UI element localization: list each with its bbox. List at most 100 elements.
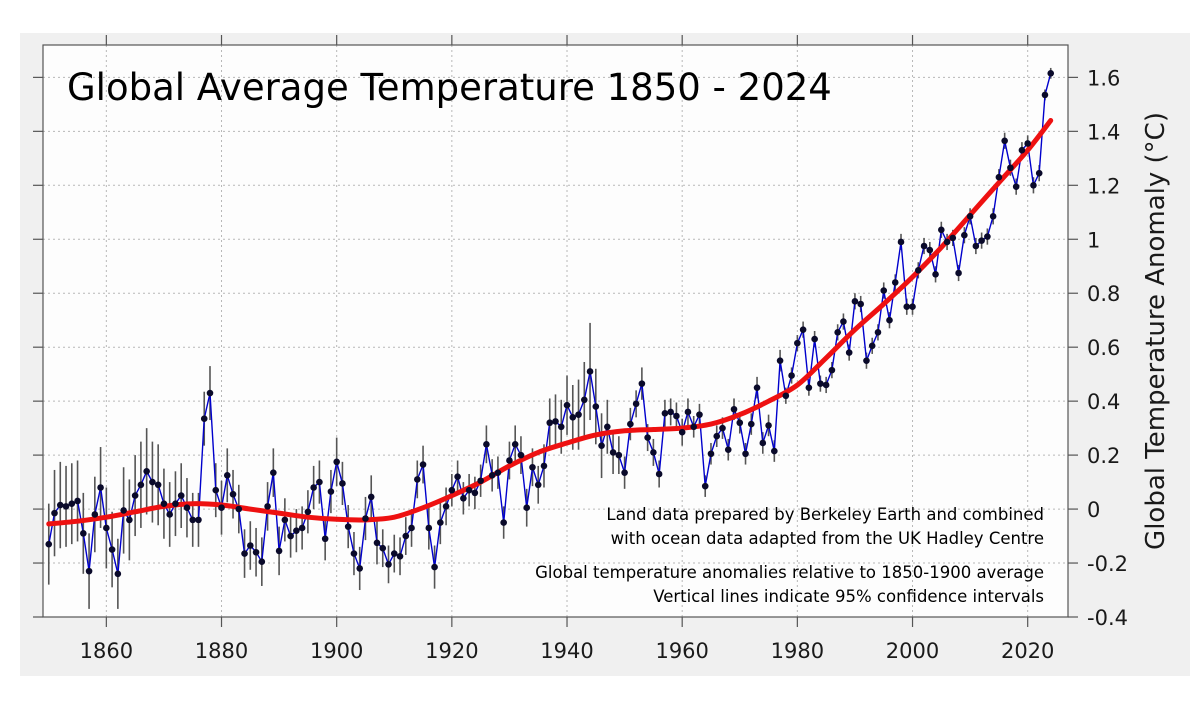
data-point (805, 384, 813, 391)
data-point (759, 439, 767, 447)
data-point (529, 463, 536, 471)
annotation-line-4: Vertical lines indicate 95% confidence i… (653, 587, 1044, 606)
annotation-line-2: with ocean data adapted from the UK Hadl… (611, 529, 1044, 548)
data-point (437, 519, 444, 526)
plot-area (43, 45, 1068, 617)
data-point (667, 408, 674, 416)
x-tick-label: 1960 (655, 639, 708, 663)
data-point (949, 234, 957, 242)
data-point (586, 368, 594, 375)
data-point (154, 481, 162, 489)
data-point (45, 540, 53, 548)
data-point (270, 469, 277, 476)
data-point (724, 446, 732, 454)
data-point (362, 515, 369, 522)
data-point (828, 366, 836, 374)
data-point (707, 450, 715, 458)
y-tick-label: -0.2 (1087, 552, 1128, 576)
x-tick-label: 1860 (80, 639, 133, 663)
data-point (390, 550, 398, 557)
y-tick-label: 0.6 (1087, 336, 1120, 360)
data-point (822, 381, 830, 389)
data-point (321, 535, 329, 543)
data-point (713, 432, 721, 440)
data-point (1035, 169, 1043, 177)
x-tick-labels: 1860 1880 1900 1920 1940 1960 1980 2000 2020 (80, 639, 1055, 663)
data-point (103, 524, 110, 532)
data-point (74, 497, 81, 505)
data-point (114, 570, 122, 578)
data-point (166, 511, 173, 518)
data-point (298, 524, 306, 532)
data-point (160, 500, 168, 507)
data-point (972, 242, 980, 250)
data-point (1041, 91, 1049, 99)
data-point (696, 411, 703, 418)
data-point (80, 530, 87, 537)
data-point (782, 392, 790, 400)
data-point (920, 242, 928, 250)
data-point (402, 532, 410, 540)
data-point (897, 238, 905, 246)
data-point (471, 489, 479, 497)
data-point (177, 492, 185, 499)
data-point (413, 476, 421, 483)
annual-markers (45, 70, 1055, 578)
data-point (788, 372, 795, 379)
data-point (293, 527, 300, 534)
data-point (932, 271, 939, 278)
data-point (258, 558, 266, 565)
data-point (252, 548, 260, 556)
data-point (51, 509, 58, 517)
data-point (730, 405, 738, 413)
y-tick-label: 0 (1087, 498, 1100, 522)
data-point (442, 503, 450, 510)
data-point (511, 441, 519, 448)
data-point (310, 484, 317, 491)
x-tick-label: 1880 (195, 639, 248, 663)
data-point (926, 246, 934, 254)
data-point (264, 503, 271, 510)
data-point (961, 231, 968, 239)
data-point (776, 357, 784, 364)
data-point (817, 380, 824, 387)
data-point (1007, 164, 1014, 172)
data-point (938, 226, 945, 234)
data-point (316, 478, 323, 486)
data-point (534, 481, 542, 489)
data-point (840, 318, 847, 325)
data-point (569, 414, 577, 421)
data-point (108, 546, 116, 553)
data-point (857, 300, 864, 308)
x-tick-label: 1940 (540, 639, 593, 663)
data-point (546, 419, 554, 427)
data-point (868, 342, 876, 350)
chart-title: Global Average Temperature 1850 - 2024 (67, 66, 832, 109)
data-point (891, 279, 899, 286)
data-point (978, 237, 985, 244)
data-point (966, 213, 974, 220)
data-point (886, 316, 893, 324)
trend-curve (46, 118, 1054, 527)
data-point (943, 238, 951, 246)
data-point (771, 447, 778, 455)
data-point (149, 478, 156, 486)
data-point (575, 411, 582, 418)
data-point (753, 384, 761, 391)
data-point (995, 173, 1003, 181)
data-point (212, 486, 220, 494)
data-point (627, 420, 634, 428)
data-point (189, 516, 197, 524)
plot-frame (42, 44, 1069, 618)
data-point (557, 423, 565, 431)
annotation-line-3: Global temperature anomalies relative to… (535, 563, 1044, 582)
data-point (1018, 146, 1026, 154)
data-point (989, 213, 997, 220)
x-tick-label: 2020 (1001, 639, 1054, 663)
axis-ticks (33, 35, 1078, 627)
data-point (56, 501, 64, 509)
x-tick-label: 1920 (425, 639, 478, 663)
data-point (333, 458, 340, 466)
data-point (955, 269, 962, 277)
